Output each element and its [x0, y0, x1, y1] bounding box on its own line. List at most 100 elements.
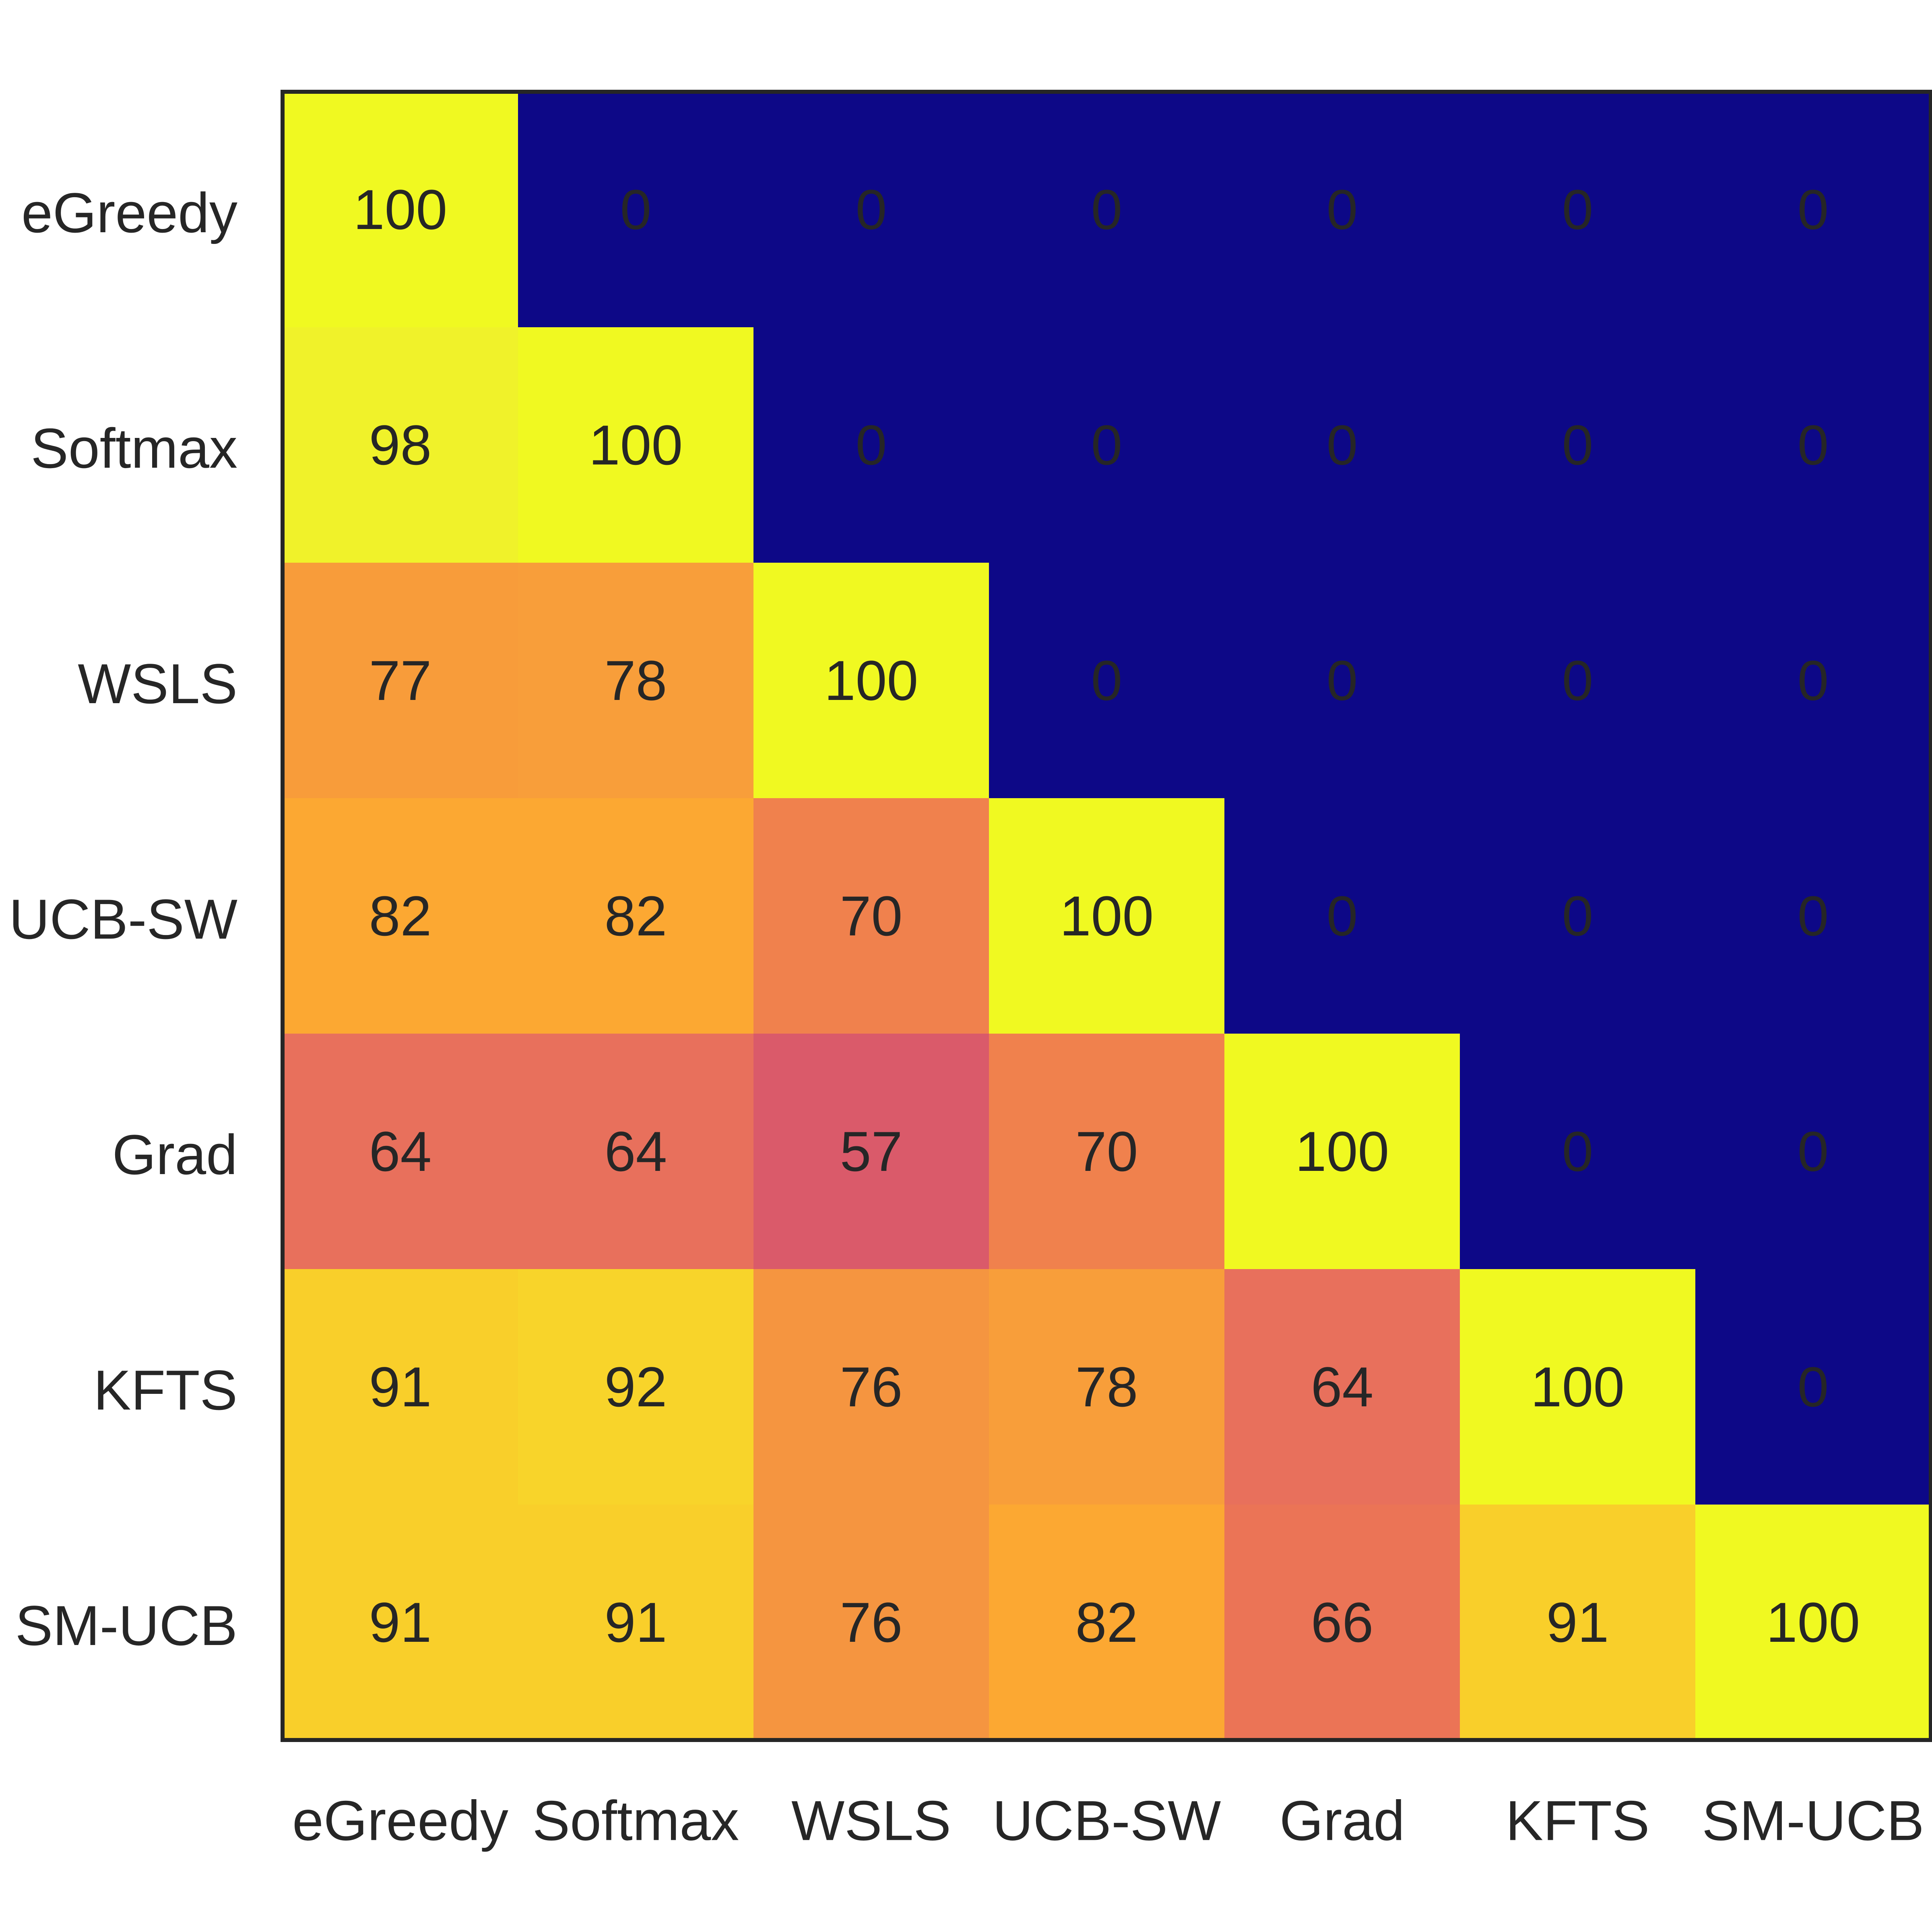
cell-value-label: 100 [1295, 1120, 1389, 1183]
y-tick-label: eGreedy [21, 181, 237, 244]
cell-value-label: 91 [1546, 1591, 1609, 1654]
heatmap-cell [283, 563, 518, 799]
heatmap-cell [1224, 1269, 1460, 1505]
heatmap-cell [1460, 92, 1696, 328]
heatmap-cell [989, 1034, 1225, 1269]
cell-value-label: 100 [824, 649, 919, 712]
heatmap-cell [1695, 1505, 1931, 1740]
cell-value-label: 0 [1798, 1120, 1829, 1183]
heatmap-cell [1460, 798, 1696, 1034]
heatmap-cell [1224, 92, 1460, 328]
heatmap-cell [518, 1034, 754, 1269]
heatmap-cell [1695, 563, 1931, 799]
x-tick-label: UCB-SW [993, 1789, 1221, 1852]
x-tick-label: WSLS [791, 1789, 951, 1852]
heatmap-cell [518, 92, 754, 328]
cell-value-label: 57 [840, 1120, 903, 1183]
cell-value-label: 0 [1562, 413, 1593, 477]
heatmap-cell [989, 563, 1225, 799]
cell-value-label: 0 [1091, 649, 1123, 712]
cell-value-label: 0 [1798, 178, 1829, 241]
cell-value-label: 0 [1327, 413, 1358, 477]
heatmap-cell [1460, 1034, 1696, 1269]
cell-value-label: 77 [369, 649, 432, 712]
heatmap-cell [1460, 563, 1696, 799]
cell-value-label: 98 [369, 413, 432, 477]
cell-value-label: 100 [589, 413, 683, 477]
heatmap-cell [1224, 563, 1460, 799]
heatmap-cell [753, 563, 989, 799]
cell-value-label: 92 [605, 1355, 667, 1418]
heatmap-cell [753, 1269, 989, 1505]
heatmap-cell [753, 1505, 989, 1740]
cell-value-label: 0 [856, 178, 887, 241]
cell-value-label: 0 [1562, 178, 1593, 241]
cell-value-label: 100 [1766, 1591, 1860, 1654]
cell-value-label: 78 [1075, 1355, 1138, 1418]
heatmap-cell [283, 1034, 518, 1269]
heatmap-cell [989, 92, 1225, 328]
heatmap-cell [283, 1505, 518, 1740]
cell-value-label: 0 [1327, 649, 1358, 712]
cell-value-label: 0 [1562, 1120, 1593, 1183]
plot-frame [281, 90, 1932, 1742]
cell-value-label: 100 [1060, 884, 1154, 947]
cell-value-label: 100 [1531, 1355, 1625, 1418]
heatmap-cells [283, 92, 1931, 1740]
heatmap-cell [753, 92, 989, 328]
cell-value-label: 0 [1091, 413, 1123, 477]
cell-value-label: 91 [605, 1591, 667, 1654]
heatmap-cell [283, 1269, 518, 1505]
cell-value-label: 91 [369, 1591, 432, 1654]
heatmap-cell [753, 1034, 989, 1269]
cell-value-label: 82 [369, 884, 432, 947]
heatmap-cell [989, 327, 1225, 563]
x-tick-label: SM-UCB [1702, 1789, 1924, 1852]
cell-value-label: 0 [1798, 1355, 1829, 1418]
cell-value-label: 82 [1075, 1591, 1138, 1654]
heatmap-cell [753, 798, 989, 1034]
cell-value-label: 0 [1327, 884, 1358, 947]
heatmap-cell [753, 327, 989, 563]
heatmap-cell [283, 327, 518, 563]
cell-value-label: 0 [1562, 649, 1593, 712]
cell-value-label: 0 [1798, 413, 1829, 477]
heatmap-cell [1460, 1269, 1696, 1505]
cell-value-label: 0 [620, 178, 652, 241]
cell-value-label: 78 [605, 649, 667, 712]
heatmap-cell [1224, 1034, 1460, 1269]
heatmap-cell [989, 1269, 1225, 1505]
heatmap-cell [1695, 327, 1931, 563]
heatmap-cell [518, 327, 754, 563]
cell-value-label: 76 [840, 1355, 903, 1418]
x-tick-label: Softmax [533, 1789, 739, 1852]
heatmap-cell [1224, 327, 1460, 563]
x-tick-label: KFTS [1506, 1789, 1650, 1852]
x-tick-label: eGreedy [292, 1789, 508, 1852]
cell-value-label: 82 [605, 884, 667, 947]
heatmap-cell [283, 798, 518, 1034]
cell-value-label: 100 [353, 178, 448, 241]
cell-value-label: 64 [369, 1120, 432, 1183]
heatmap-cell-labels: 100 0 0 0 0 0 0 98 100 0 0 0 0 0 77 78 100 0 0 0 0 82 82 70 100 0… [353, 178, 1860, 1654]
cell-value-label: 76 [840, 1591, 903, 1654]
y-tick-label: SM-UCB [15, 1594, 237, 1657]
cell-value-label: 64 [605, 1120, 667, 1183]
heatmap-cell [1460, 327, 1696, 563]
heatmap-cell [518, 1269, 754, 1505]
cell-value-label: 0 [856, 413, 887, 477]
y-axis-tick-labels: eGreedy Softmax WSLS UCB-SW Grad KFTS SM-UCB [9, 181, 237, 1657]
cell-value-label: 70 [1075, 1120, 1138, 1183]
x-axis-tick-labels: eGreedy Softmax WSLS UCB-SW Grad KFTS SM-UCB [292, 1789, 1924, 1852]
heatmap-cell [1224, 798, 1460, 1034]
heatmap-cell [283, 92, 518, 328]
heatmap-cell [1695, 1269, 1931, 1505]
heatmap-cell [989, 1505, 1225, 1740]
heatmap-cell [518, 1505, 754, 1740]
heatmap-cell [989, 798, 1225, 1034]
y-tick-label: Grad [112, 1123, 237, 1186]
cell-value-label: 0 [1091, 178, 1123, 241]
cell-value-label: 70 [840, 884, 903, 947]
heatmap-cell [518, 563, 754, 799]
y-tick-label: WSLS [78, 652, 237, 715]
